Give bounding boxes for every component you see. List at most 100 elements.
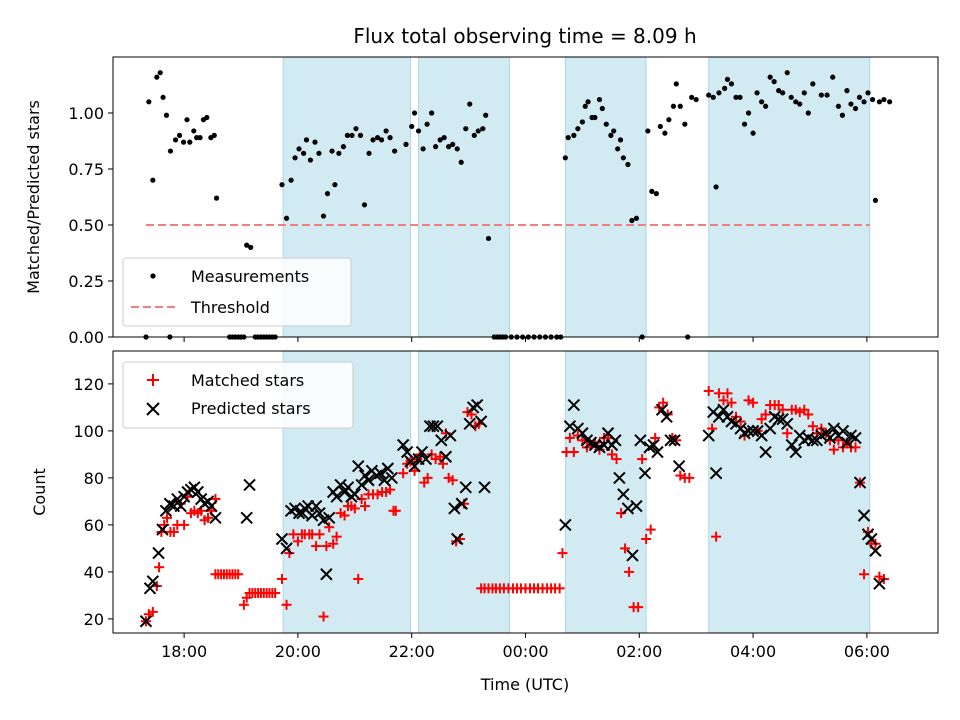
bottom-xtick-label: 18:00 bbox=[161, 642, 207, 661]
bottom-xtick-label: 02:00 bbox=[616, 642, 662, 661]
measurement-point bbox=[167, 148, 174, 154]
matched-point bbox=[284, 548, 295, 559]
measurement-point bbox=[344, 132, 351, 138]
bottom-xtick-label: 22:00 bbox=[389, 642, 435, 661]
measurement-point bbox=[485, 235, 492, 242]
predicted-point bbox=[849, 431, 862, 445]
measurement-point bbox=[662, 130, 668, 136]
bottom-xtick-label: 20:00 bbox=[275, 642, 321, 661]
predicted-point bbox=[209, 511, 222, 525]
predicted-point bbox=[806, 434, 820, 447]
matched-point bbox=[339, 510, 350, 521]
legend-matched-marker bbox=[147, 374, 159, 386]
predicted-points bbox=[139, 398, 886, 628]
measurement-point bbox=[713, 184, 719, 190]
measurement-point bbox=[450, 141, 456, 147]
measurement-point bbox=[160, 94, 166, 100]
top-yticks: 0.00 0.25 0.50 0.75 1.00 bbox=[68, 104, 113, 347]
predicted-point bbox=[320, 568, 333, 581]
measurement-point bbox=[710, 94, 716, 100]
measurement-point bbox=[724, 76, 731, 82]
measurement-point bbox=[801, 90, 807, 96]
matched-point bbox=[353, 573, 364, 584]
measurement-point bbox=[706, 92, 712, 98]
measurement-point bbox=[750, 130, 756, 136]
predicted-point bbox=[427, 419, 440, 433]
measurement-point bbox=[759, 99, 765, 105]
measurement-point bbox=[689, 94, 695, 100]
predicted-point bbox=[836, 424, 850, 438]
predicted-point bbox=[305, 509, 319, 522]
measurement-point bbox=[805, 110, 811, 116]
measurement-point bbox=[283, 215, 290, 221]
measurement-point bbox=[830, 74, 836, 80]
predicted-point bbox=[396, 438, 410, 452]
bottom-legend: Matched stars Predicted stars bbox=[122, 361, 354, 429]
measurement-point bbox=[881, 96, 887, 103]
matched-point bbox=[828, 444, 839, 455]
predicted-point bbox=[559, 518, 572, 532]
predicted-point bbox=[613, 471, 626, 485]
legend-predicted-label: Predicted stars bbox=[191, 399, 311, 418]
matched-point bbox=[620, 543, 631, 554]
predicted-point bbox=[742, 424, 755, 438]
measurement-point bbox=[176, 132, 183, 138]
predicted-point bbox=[455, 497, 468, 510]
predicted-point bbox=[334, 478, 347, 492]
matched-point bbox=[435, 451, 446, 462]
predicted-point bbox=[634, 434, 647, 447]
matched-point bbox=[447, 475, 458, 486]
measurement-point bbox=[429, 110, 435, 116]
measurement-point bbox=[693, 96, 699, 103]
top-ytick-label: 1.00 bbox=[68, 104, 104, 123]
matched-point bbox=[726, 397, 737, 408]
legend-matched-label: Matched stars bbox=[191, 371, 304, 390]
predicted-point bbox=[873, 577, 886, 590]
predicted-point bbox=[143, 582, 157, 595]
predicted-point bbox=[280, 542, 293, 555]
measurement-point bbox=[657, 123, 663, 130]
measurement-point bbox=[835, 103, 842, 109]
predicted-point bbox=[609, 434, 622, 447]
predicted-point bbox=[827, 422, 841, 435]
predicted-point bbox=[709, 466, 723, 480]
measurement-point bbox=[608, 132, 614, 138]
top-legend: Measurements Threshold bbox=[122, 257, 352, 327]
matched-point bbox=[281, 599, 292, 610]
observing-band-4 bbox=[708, 56, 871, 338]
matched-point bbox=[270, 588, 281, 599]
measurement-point bbox=[625, 161, 631, 168]
measurement-point bbox=[392, 148, 398, 154]
predicted-point bbox=[865, 532, 878, 546]
predicted-point bbox=[668, 434, 681, 447]
matched-point bbox=[611, 454, 622, 465]
measurement-point bbox=[349, 132, 355, 138]
predicted-point bbox=[638, 466, 652, 480]
top-ytick-label: 0.25 bbox=[68, 272, 104, 291]
measurement-point bbox=[329, 148, 335, 154]
predicted-point bbox=[355, 478, 368, 492]
predicted-point bbox=[348, 488, 362, 501]
matched-point bbox=[390, 505, 401, 516]
measurement-point bbox=[582, 103, 588, 109]
predicted-point bbox=[431, 419, 444, 433]
top-xticks bbox=[183, 337, 868, 342]
bottom-ylabel: Count bbox=[30, 468, 49, 516]
predicted-point bbox=[789, 445, 802, 459]
measurement-point bbox=[191, 128, 197, 134]
legend-threshold-label: Threshold bbox=[190, 298, 270, 317]
predicted-point bbox=[139, 615, 153, 628]
measurement-point bbox=[357, 132, 364, 138]
measurement-point bbox=[771, 79, 777, 85]
measurement-point bbox=[869, 96, 876, 103]
measurement-point bbox=[415, 128, 422, 134]
measurement-point bbox=[599, 105, 605, 112]
predicted-point bbox=[322, 511, 336, 525]
observing-band-4 bbox=[708, 350, 871, 634]
measurement-point bbox=[441, 135, 447, 141]
matched-point bbox=[633, 602, 644, 613]
predicted-point bbox=[840, 436, 854, 449]
bottom-ytick-label: 100 bbox=[73, 422, 104, 441]
predicted-point bbox=[647, 438, 660, 452]
measurement-point bbox=[733, 94, 739, 100]
